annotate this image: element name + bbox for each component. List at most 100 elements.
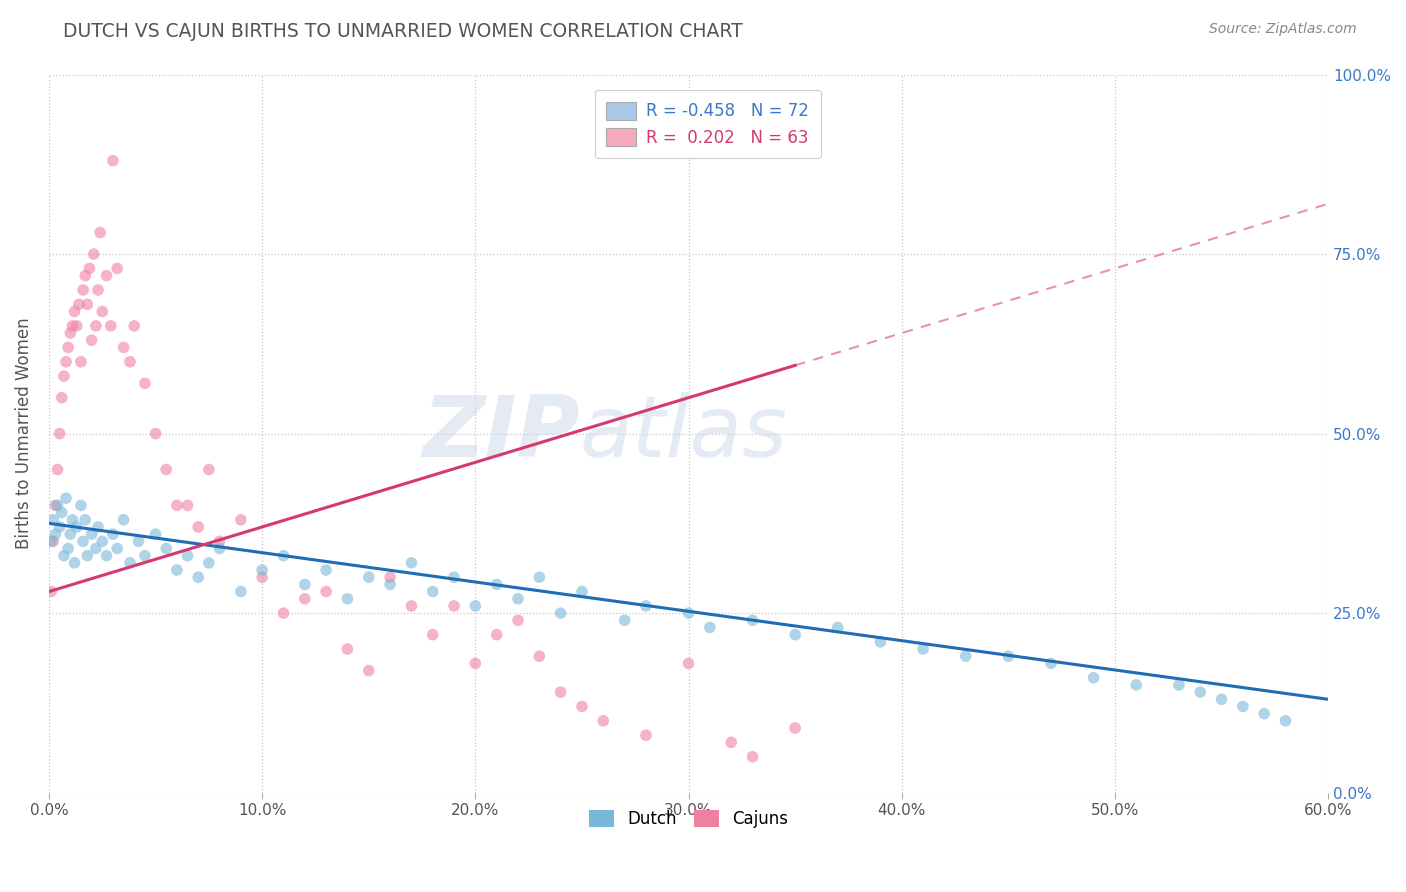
Point — [198, 462, 221, 476]
Point — [1211, 692, 1233, 706]
Point — [294, 591, 316, 606]
Point — [1167, 678, 1189, 692]
Point — [48, 426, 70, 441]
Point — [84, 318, 107, 333]
Legend: Dutch, Cajuns: Dutch, Cajuns — [582, 803, 794, 835]
Point — [529, 570, 551, 584]
Point — [294, 577, 316, 591]
Point — [101, 153, 124, 168]
Point — [62, 318, 84, 333]
Point — [42, 534, 65, 549]
Point — [422, 584, 444, 599]
Point — [1083, 671, 1105, 685]
Point — [250, 563, 273, 577]
Point — [52, 369, 75, 384]
Point — [1040, 657, 1063, 671]
Point — [91, 534, 114, 549]
Y-axis label: Births to Unmarried Women: Births to Unmarried Women — [15, 318, 32, 549]
Point — [91, 304, 114, 318]
Point — [118, 556, 141, 570]
Point — [997, 649, 1019, 664]
Point — [571, 584, 593, 599]
Point — [827, 620, 849, 634]
Point — [1274, 714, 1296, 728]
Point — [70, 355, 93, 369]
Point — [315, 584, 337, 599]
Point — [198, 556, 221, 570]
Point — [75, 513, 97, 527]
Point — [84, 541, 107, 556]
Point — [187, 520, 209, 534]
Point — [1232, 699, 1254, 714]
Text: DUTCH VS CAJUN BIRTHS TO UNMARRIED WOMEN CORRELATION CHART: DUTCH VS CAJUN BIRTHS TO UNMARRIED WOMEN… — [63, 22, 742, 41]
Point — [550, 606, 572, 620]
Point — [571, 699, 593, 714]
Point — [83, 247, 105, 261]
Point — [336, 591, 359, 606]
Point — [443, 570, 465, 584]
Point — [166, 563, 188, 577]
Point — [66, 318, 89, 333]
Point — [89, 226, 111, 240]
Point — [70, 499, 93, 513]
Point — [401, 599, 423, 613]
Point — [80, 333, 103, 347]
Point — [155, 541, 177, 556]
Point — [46, 462, 69, 476]
Point — [229, 584, 252, 599]
Point — [250, 570, 273, 584]
Point — [785, 721, 807, 735]
Point — [46, 499, 69, 513]
Point — [912, 642, 935, 657]
Point — [443, 599, 465, 613]
Point — [39, 534, 62, 549]
Point — [273, 549, 295, 563]
Point — [128, 534, 150, 549]
Point — [145, 527, 167, 541]
Point — [741, 749, 763, 764]
Point — [134, 376, 156, 391]
Point — [955, 649, 977, 664]
Point — [699, 620, 721, 634]
Point — [336, 642, 359, 657]
Point — [63, 556, 86, 570]
Point — [122, 318, 145, 333]
Point — [720, 735, 742, 749]
Point — [613, 613, 636, 627]
Point — [464, 657, 486, 671]
Point — [56, 340, 79, 354]
Point — [75, 268, 97, 283]
Point — [59, 326, 82, 340]
Point — [678, 657, 700, 671]
Point — [592, 714, 614, 728]
Point — [357, 570, 380, 584]
Point — [187, 570, 209, 584]
Point — [785, 628, 807, 642]
Point — [1253, 706, 1275, 721]
Point — [506, 613, 529, 627]
Point — [80, 527, 103, 541]
Point — [55, 491, 77, 506]
Point — [87, 520, 110, 534]
Point — [869, 635, 891, 649]
Point — [378, 570, 401, 584]
Point — [229, 513, 252, 527]
Point — [96, 268, 118, 283]
Point — [485, 577, 508, 591]
Text: atlas: atlas — [579, 392, 787, 475]
Point — [401, 556, 423, 570]
Point — [112, 340, 135, 354]
Point — [48, 520, 70, 534]
Point — [315, 563, 337, 577]
Point — [63, 304, 86, 318]
Point — [634, 599, 657, 613]
Point — [76, 297, 98, 311]
Point — [101, 527, 124, 541]
Point — [422, 628, 444, 642]
Point — [378, 577, 401, 591]
Point — [134, 549, 156, 563]
Point — [87, 283, 110, 297]
Point — [76, 549, 98, 563]
Point — [176, 499, 198, 513]
Text: ZIP: ZIP — [422, 392, 579, 475]
